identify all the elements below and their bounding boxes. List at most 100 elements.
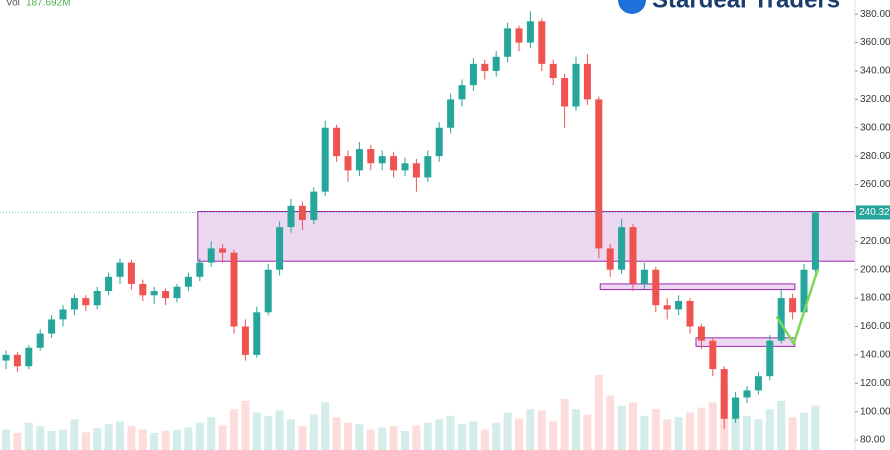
candle-body [173,286,181,299]
volume-bar [446,415,455,450]
candle-body [162,291,170,299]
candle-body [412,163,420,178]
volume-bar [743,415,751,450]
candle-body [401,163,409,171]
candle-body [36,333,44,348]
y-tick-label: 340.00 [860,66,890,77]
volume-bar [640,415,649,450]
candle-body [595,99,603,249]
volume-bar [47,430,56,450]
y-tick-label: 80.00 [860,435,885,446]
volume-bar [161,430,170,450]
candle-body [549,63,557,79]
candle-body [481,63,489,71]
candle-body [538,21,546,64]
candle-body [572,63,580,107]
candle-body [754,376,762,391]
candle-body [697,326,705,341]
candle-body [207,248,215,263]
volume-bar [401,430,409,450]
volume-bar [241,400,250,450]
volume-bar [150,432,159,450]
candle-body [264,269,272,313]
candle-body [675,300,683,310]
volume-bar [24,422,33,450]
volume-bar [218,425,227,450]
volume-bar [389,426,398,450]
volume-bar [173,429,181,450]
volume-bar [469,421,478,450]
y-tick-label: 160.00 [860,321,890,332]
last-price-box [856,205,890,220]
volume-bar [309,414,318,450]
candle-body [2,354,10,361]
volume-bar [788,417,797,450]
volume-bar [184,427,193,450]
y-tick-label: 120.00 [860,378,890,389]
volume-bar [138,429,147,450]
volume-bar [526,409,535,450]
candle-body [583,63,591,100]
logo-icon [618,0,646,14]
candle-body [105,276,113,292]
candle-body [766,340,774,377]
candle-body [709,340,717,370]
candle-body [526,21,534,43]
volume-label: Vol [6,0,20,9]
volume-bar [731,398,740,450]
volume-bar [2,429,10,450]
volume-bar [435,419,444,450]
volume-bar [321,402,330,450]
y-tick-label: 140.00 [860,350,890,361]
candle-body [606,248,614,270]
volume-bar [36,426,45,450]
candle-body [720,369,728,419]
y-tick-label: 380.00 [860,9,890,20]
price-axis [855,0,890,450]
y-tick-label: 180.00 [860,293,890,304]
candle-body [355,149,363,171]
candle-body [652,269,660,306]
candle-body [70,298,78,310]
candle-body [184,276,192,287]
volume-bar [207,417,216,450]
candle-body [230,252,238,327]
candle-body [458,85,466,100]
y-tick-label: 220.00 [860,236,890,247]
volume-bar [503,412,512,450]
candle-body [743,390,751,398]
volume-bar [765,409,774,450]
candle-body [116,262,124,277]
volume-bar [651,409,660,450]
volume-bar [515,418,523,450]
volume-bar [572,409,580,450]
trendline [775,269,819,347]
y-tick-label: 100.00 [860,406,890,417]
candle-body [504,28,512,57]
volume-bar [423,422,432,450]
volume-bar [686,412,694,450]
candle-body [241,326,249,355]
candle-body [25,347,33,367]
volume-bar [298,426,307,450]
volume-bar [537,410,546,450]
volume-bar [606,395,615,450]
last-price-label: 240.32 [859,207,890,218]
volume-bar [412,425,421,450]
candle-body [732,397,740,419]
y-tick-label: 200.00 [860,264,890,275]
candle-body [276,227,284,270]
y-tick-label: 260.00 [860,179,890,190]
candle-body [219,248,227,253]
volume-bar [264,415,273,450]
candle-body [82,298,90,306]
plot [0,11,856,450]
volume-bar [344,422,352,450]
candle-body [253,312,261,355]
volume-bar [252,412,261,450]
candle-body [686,300,694,327]
volume-bar [754,419,763,450]
volume-bar [800,412,808,450]
volume-bar [674,417,683,450]
